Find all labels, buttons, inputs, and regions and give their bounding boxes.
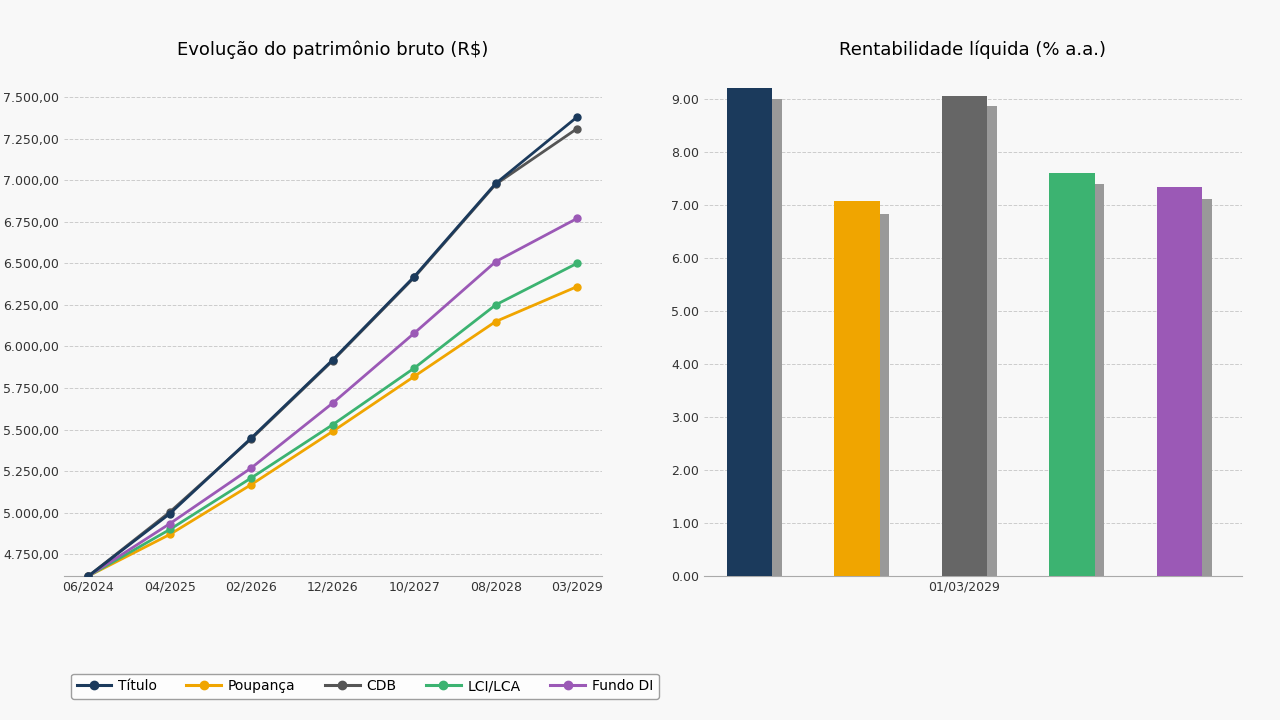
Bar bbox=[835, 201, 879, 576]
Bar bbox=[1157, 187, 1202, 576]
Title: Evolução do patrimônio bruto (R$): Evolução do patrimônio bruto (R$) bbox=[177, 41, 489, 59]
Bar bbox=[1070, 184, 1105, 576]
Legend: Título, Poupança, CDB, LCI/LCA, Fundo DI: Título, Poupança, CDB, LCI/LCA, Fundo DI bbox=[70, 673, 659, 698]
Title: Rentabilidade líquida (% a.a.): Rentabilidade líquida (% a.a.) bbox=[840, 41, 1106, 59]
Bar bbox=[963, 107, 997, 576]
Bar bbox=[855, 214, 890, 576]
Bar bbox=[1050, 174, 1094, 576]
Bar bbox=[727, 89, 772, 576]
Bar bbox=[942, 96, 987, 576]
Bar bbox=[748, 99, 782, 576]
Bar bbox=[1178, 199, 1212, 576]
